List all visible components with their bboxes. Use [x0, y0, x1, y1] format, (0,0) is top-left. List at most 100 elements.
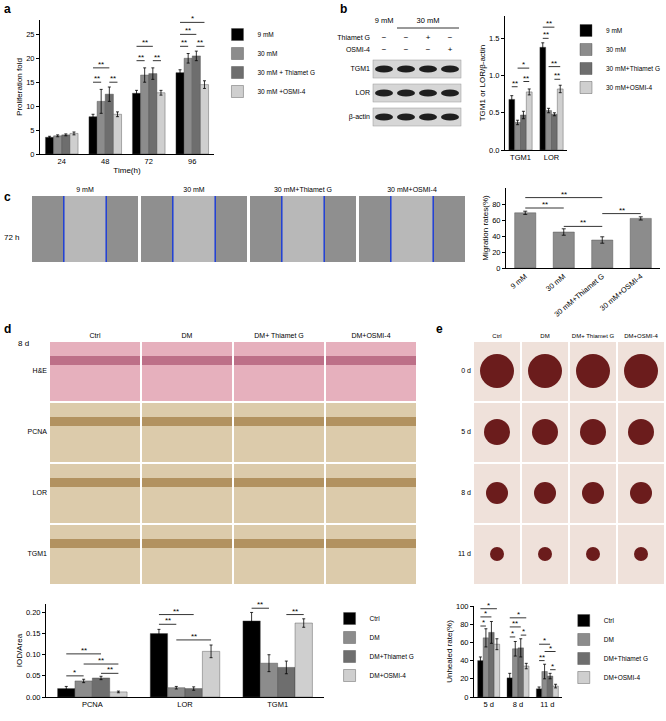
svg-text:Proliferation fold: Proliferation fold: [15, 58, 24, 116]
svg-text:20: 20: [26, 54, 34, 63]
svg-text:Thiamet G: Thiamet G: [337, 34, 370, 41]
svg-text:IOD/Area: IOD/Area: [15, 633, 24, 667]
svg-text:DM+ Thiamet G: DM+ Thiamet G: [572, 333, 615, 339]
svg-text:9 mM: 9 mM: [375, 16, 394, 25]
svg-text:Ctrl: Ctrl: [492, 333, 501, 339]
svg-text:LOR: LOR: [33, 489, 47, 496]
svg-text:48: 48: [101, 157, 109, 166]
svg-text:**: **: [191, 632, 197, 641]
svg-text:DM+OSMI-4: DM+OSMI-4: [624, 333, 658, 339]
svg-text:**: **: [512, 619, 518, 628]
svg-text:**: **: [110, 74, 116, 83]
svg-text:**: **: [580, 218, 586, 227]
svg-text:9 mM: 9 mM: [509, 272, 529, 291]
svg-text:Migration rates(%): Migration rates(%): [481, 195, 490, 261]
svg-text:30 mM+OSMI-4: 30 mM+OSMI-4: [387, 186, 437, 193]
svg-text:PCNA: PCNA: [28, 428, 48, 435]
svg-text:**: **: [551, 59, 557, 68]
svg-text:DM+Thiamet G: DM+Thiamet G: [370, 653, 414, 660]
svg-text:**: **: [142, 38, 148, 47]
svg-text:0 d: 0 d: [461, 367, 471, 374]
svg-text:**: **: [619, 206, 625, 215]
svg-text:Ctrl: Ctrl: [604, 617, 615, 624]
svg-text:*: *: [522, 60, 525, 69]
svg-text:*: *: [543, 636, 546, 645]
svg-text:H&E: H&E: [33, 367, 48, 374]
svg-text:−: −: [404, 33, 409, 42]
svg-text:+: +: [426, 33, 431, 42]
svg-text:**: **: [94, 74, 100, 83]
svg-text:60: 60: [492, 216, 500, 225]
svg-text:c: c: [4, 190, 11, 204]
svg-text:20: 20: [460, 674, 468, 683]
svg-text:**: **: [539, 653, 545, 662]
svg-text:**: **: [107, 665, 113, 674]
svg-text:DM+OSMI-4: DM+OSMI-4: [604, 674, 641, 681]
svg-text:100: 100: [456, 602, 469, 611]
svg-text:9 mM: 9 mM: [76, 186, 94, 193]
svg-text:40: 40: [492, 232, 500, 241]
svg-text:**: **: [554, 71, 560, 80]
svg-text:30 mM + Thiamet G: 30 mM + Thiamet G: [257, 69, 315, 76]
svg-text:*: *: [549, 644, 552, 653]
svg-text:−: −: [448, 33, 453, 42]
svg-text:*: *: [484, 609, 487, 618]
svg-text:30 mM: 30 mM: [544, 272, 567, 294]
svg-text:*: *: [551, 662, 554, 671]
svg-text:0.05: 0.05: [26, 671, 41, 680]
svg-text:**: **: [173, 607, 179, 616]
svg-text:0: 0: [464, 693, 468, 702]
svg-text:*: *: [522, 627, 525, 636]
svg-text:40: 40: [460, 656, 468, 665]
svg-text:10: 10: [26, 102, 34, 111]
svg-text:DM: DM: [604, 636, 614, 643]
svg-text:−: −: [426, 45, 431, 54]
svg-text:9 mM: 9 mM: [257, 31, 273, 38]
svg-text:TGM1: TGM1: [267, 700, 288, 709]
svg-text:**: **: [292, 607, 298, 616]
svg-text:DM+ Thiamet G: DM+ Thiamet G: [254, 332, 303, 339]
svg-text:8 d: 8 d: [18, 339, 29, 348]
svg-text:b: b: [340, 2, 347, 16]
svg-text:a: a: [4, 2, 11, 16]
svg-text:**: **: [512, 79, 518, 88]
svg-text:0.0: 0.0: [489, 146, 499, 155]
svg-text:80: 80: [460, 620, 468, 629]
svg-text:30 mM: 30 mM: [183, 186, 205, 193]
svg-text:0: 0: [496, 264, 500, 273]
svg-text:TGM1: TGM1: [510, 153, 531, 162]
svg-text:DM+Thiamet G: DM+Thiamet G: [604, 655, 648, 662]
svg-text:**: **: [185, 26, 191, 35]
svg-text:1.0: 1.0: [489, 71, 499, 80]
svg-text:25: 25: [26, 30, 34, 39]
svg-text:TGM1: TGM1: [351, 65, 371, 72]
svg-text:30 mM+Thiamet G: 30 mM+Thiamet G: [606, 65, 660, 72]
svg-text:Ctrl: Ctrl: [370, 615, 381, 622]
svg-text:15: 15: [26, 78, 34, 87]
svg-text:DM+OSMI-4: DM+OSMI-4: [351, 332, 390, 339]
svg-text:−: −: [382, 33, 387, 42]
svg-text:*: *: [511, 629, 514, 638]
svg-text:*: *: [517, 610, 520, 619]
svg-text:30 mM: 30 mM: [257, 50, 277, 57]
svg-text:30 mM+Thiamet G: 30 mM+Thiamet G: [552, 272, 606, 319]
svg-text:30 mM: 30 mM: [606, 46, 626, 53]
svg-text:11 d: 11 d: [458, 550, 471, 557]
svg-text:8 d: 8 d: [513, 700, 523, 709]
svg-text:−: −: [404, 45, 409, 54]
svg-text:*: *: [482, 618, 485, 627]
svg-text:0: 0: [30, 150, 34, 159]
svg-text:*: *: [191, 14, 194, 23]
svg-text:**: **: [165, 616, 171, 625]
svg-text:**: **: [98, 60, 104, 69]
svg-text:DM: DM: [370, 634, 380, 641]
svg-text:30 mM+OSMI-4: 30 mM+OSMI-4: [598, 272, 644, 313]
svg-text:24: 24: [58, 157, 66, 166]
svg-text:**: **: [138, 53, 144, 62]
svg-text:0.10: 0.10: [26, 650, 41, 659]
svg-text:+: +: [448, 45, 453, 54]
svg-text:80: 80: [492, 200, 500, 209]
svg-text:0.20: 0.20: [26, 608, 41, 617]
svg-text:e: e: [436, 322, 443, 336]
svg-text:TGM1: TGM1: [28, 550, 48, 557]
